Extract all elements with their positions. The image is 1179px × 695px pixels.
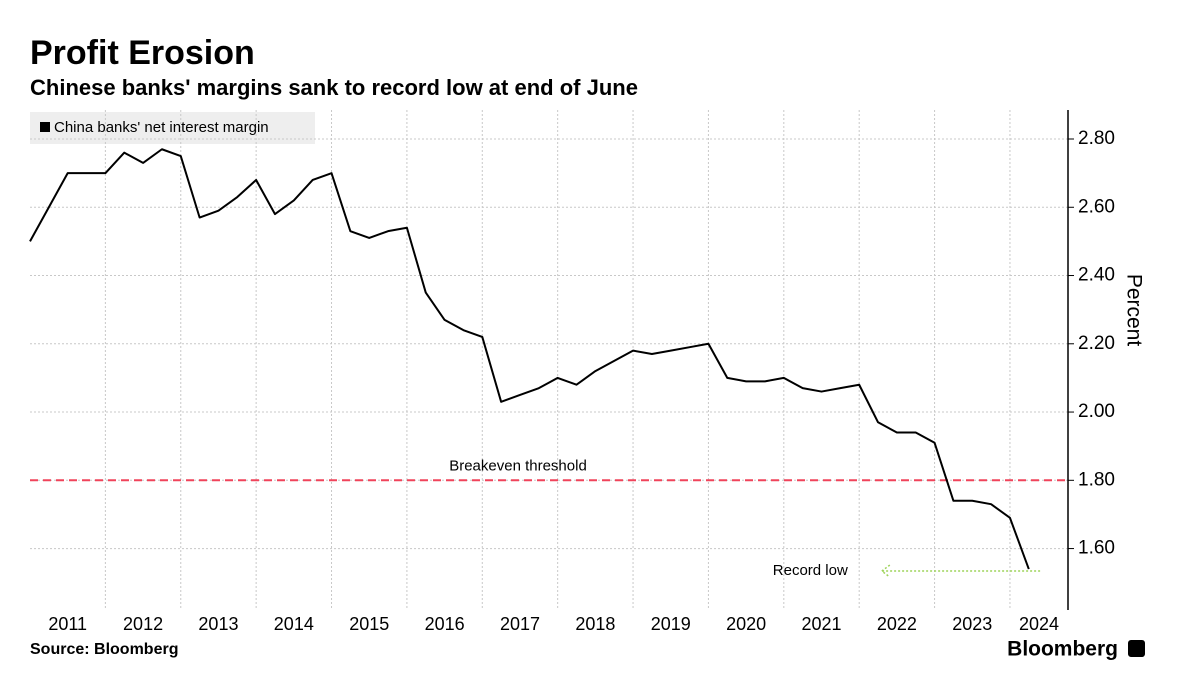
x-tick-label: 2011 (48, 614, 87, 634)
legend-label: China banks' net interest margin (54, 119, 269, 136)
x-tick-label: 2012 (123, 614, 163, 634)
series-line (29, 148, 1030, 570)
x-tick-label: 2022 (877, 614, 917, 634)
x-tick-label: 2013 (198, 614, 238, 634)
brand-icon (1128, 640, 1145, 657)
y-tick-label: 1.80 (1078, 469, 1115, 490)
x-tick-label: 2017 (500, 614, 540, 634)
chart-title: Profit Erosion (30, 34, 255, 72)
legend-swatch (40, 122, 50, 132)
x-tick-label: 2023 (952, 614, 992, 634)
y-tick-label: 2.20 (1078, 333, 1115, 354)
y-tick-label: 2.40 (1078, 265, 1115, 286)
y-tick-label: 2.60 (1078, 196, 1115, 217)
source: Source: Bloomberg (30, 641, 178, 658)
chart-subtitle: Chinese banks' margins sank to record lo… (30, 75, 638, 100)
annotation: Record low (773, 562, 848, 579)
x-tick-label: 2024 (1019, 614, 1059, 634)
x-tick-label: 2015 (349, 614, 389, 634)
x-tick-label: 2020 (726, 614, 766, 634)
x-tick-label: 2016 (425, 614, 465, 634)
x-tick-label: 2021 (801, 614, 841, 634)
y-tick-label: 1.60 (1078, 538, 1115, 559)
y-tick-label: 2.80 (1078, 128, 1115, 149)
y-axis-label: Percent (1122, 274, 1145, 347)
x-tick-label: 2018 (575, 614, 615, 634)
annotation: Breakeven threshold (449, 457, 587, 474)
arrow-head (880, 564, 891, 578)
y-tick-label: 2.00 (1078, 401, 1115, 422)
brand: Bloomberg (1007, 638, 1118, 661)
x-tick-label: 2019 (651, 614, 691, 634)
x-tick-label: 2014 (274, 614, 314, 634)
